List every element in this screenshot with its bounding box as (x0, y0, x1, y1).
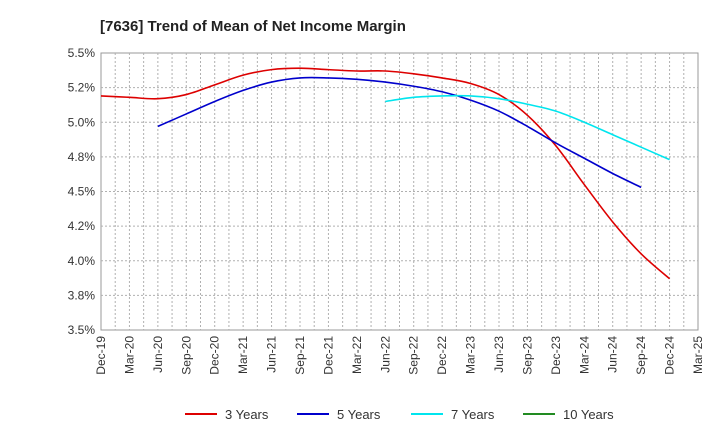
x-tick-label: Mar-24 (577, 336, 591, 374)
series-line-3-years (100, 67, 671, 280)
y-tick-label: 5.5% (68, 46, 96, 60)
y-tick-label: 5.0% (68, 115, 96, 129)
y-tick-label: 4.8% (68, 150, 96, 164)
x-tick-label: Sep-23 (520, 336, 534, 375)
x-tick-label: Jun-21 (265, 336, 279, 373)
x-tick-label: Mar-22 (350, 336, 364, 374)
x-tick-label: Sep-21 (293, 336, 307, 375)
x-tick-label: Jun-24 (606, 336, 620, 373)
x-tick-label: Dec-24 (663, 336, 677, 375)
legend-label: 3 Years (225, 407, 269, 422)
y-tick-label: 4.0% (68, 254, 96, 268)
series-lines (100, 67, 671, 280)
x-tick-label: Dec-21 (321, 336, 335, 375)
x-tick-label: Sep-22 (407, 336, 421, 375)
legend: 3 Years 5 Years 7 Years 10 Years (185, 407, 614, 422)
y-tick-label: 3.5% (68, 323, 96, 337)
legend-label: 10 Years (563, 407, 614, 422)
x-tick-label: Jun-20 (151, 336, 165, 373)
x-tick-label: Jun-22 (378, 336, 392, 373)
legend-label: 5 Years (337, 407, 381, 422)
grid (101, 53, 698, 330)
series-line-5-years (157, 76, 642, 189)
x-tick-label: Mar-21 (236, 336, 250, 374)
series-line-7-years (385, 94, 670, 161)
x-axis: Dec-19 Mar-20 Jun-20 Sep-20 Dec-20 Mar-21 Jun-… (94, 336, 705, 375)
x-tick-label: Jun-23 (492, 336, 506, 373)
x-tick-label: Dec-23 (549, 336, 563, 375)
y-tick-label: 4.5% (68, 185, 96, 199)
y-axis: 3.5% 3.8% 4.0% 4.2% 4.5% 4.8% 5.0% 5.2% 5.5% (68, 46, 96, 337)
x-tick-label: Mar-25 (691, 336, 705, 374)
x-tick-label: Dec-19 (94, 336, 108, 375)
legend-label: 7 Years (451, 407, 495, 422)
x-tick-label: Dec-20 (208, 336, 222, 375)
x-tick-label: Mar-20 (122, 336, 136, 374)
x-tick-label: Dec-22 (435, 336, 449, 375)
x-tick-label: Mar-23 (464, 336, 478, 374)
chart-title: [7636] Trend of Mean of Net Income Margi… (100, 18, 406, 35)
y-tick-label: 5.2% (68, 81, 96, 95)
y-tick-label: 3.8% (68, 288, 96, 302)
x-tick-label: Sep-24 (634, 336, 648, 375)
x-tick-label: Sep-20 (179, 336, 193, 375)
y-tick-label: 4.2% (68, 219, 96, 233)
